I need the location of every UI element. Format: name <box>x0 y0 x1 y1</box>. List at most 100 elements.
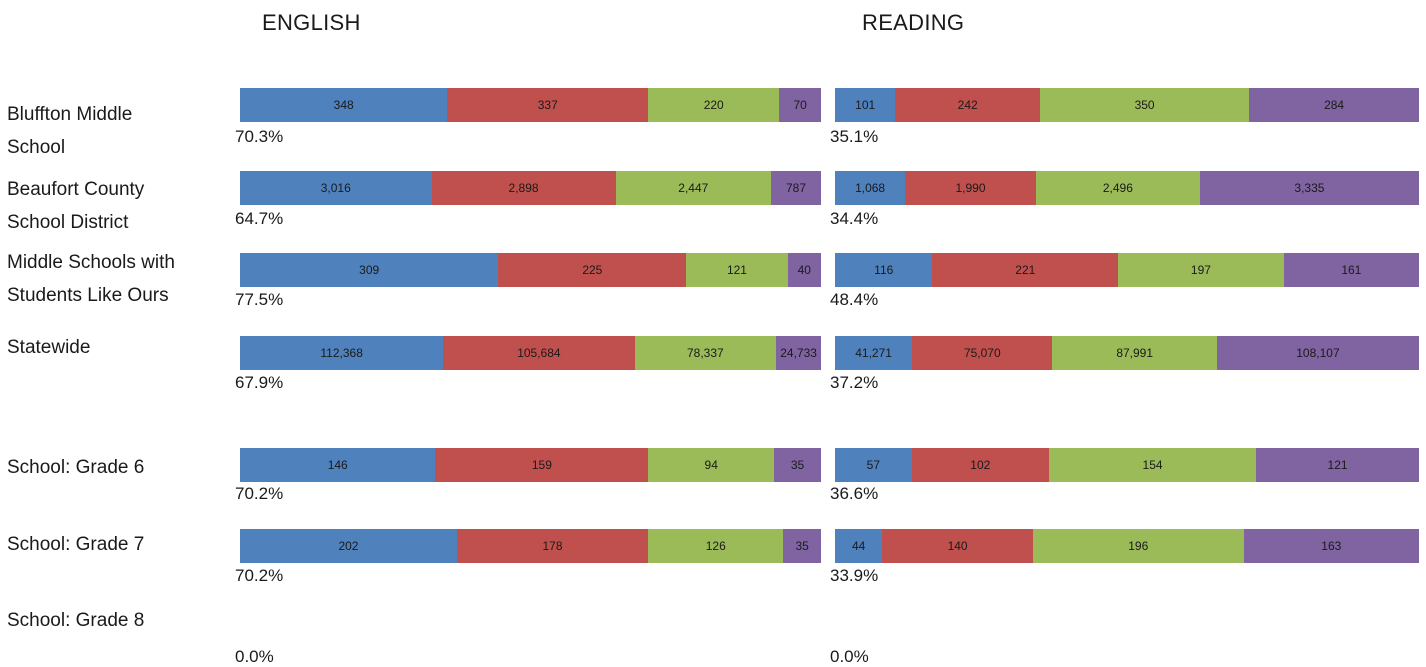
row-label-line: School: Grade 8 <box>7 610 145 631</box>
bar-segment-seg-a: 41,271 <box>835 336 913 370</box>
data-label: 24,733 <box>780 346 817 360</box>
row-label: Statewide <box>7 331 90 364</box>
row-label: School: Grade 7 <box>7 528 144 561</box>
bar-segment-seg-d: 40 <box>787 253 821 287</box>
percent-label: 70.3% <box>235 127 284 146</box>
stacked-bar: 112,368 105,684 78,337 24,733 <box>240 336 821 370</box>
data-label: 87,991 <box>1116 346 1154 360</box>
stacked-bar: 101 242 350 284 <box>835 88 1419 122</box>
reading-panel-title: READING <box>862 10 965 35</box>
bar-segment-seg-d: 35 <box>783 529 821 563</box>
bar-segment-seg-b: 225 <box>498 253 687 287</box>
bar-segment-seg-c: 121 <box>686 253 788 287</box>
bar-segment-seg-d: 3,335 <box>1199 171 1419 205</box>
row-label-line: School District <box>7 212 129 233</box>
stacked-bar: 3,016 2,898 2,447 787 <box>240 171 821 205</box>
data-label: 140 <box>947 539 968 553</box>
bar-segment-seg-a: 3,016 <box>240 171 432 205</box>
bar-segment-seg-c: 2,447 <box>615 171 771 205</box>
percent-label: 77.5% <box>235 290 284 309</box>
bar-segment-seg-c: 196 <box>1032 529 1244 563</box>
bar-segment-seg-d: 121 <box>1256 448 1419 482</box>
row-label-line: Students Like Ours <box>7 285 169 306</box>
stacked-bar: 146 159 94 35 <box>240 448 821 482</box>
percent-label: 64.7% <box>235 209 284 228</box>
percent-label: 37.2% <box>830 373 879 392</box>
data-label: 94 <box>704 458 718 472</box>
bar-segment-seg-b: 105,684 <box>443 336 635 370</box>
bar-segment-seg-a: 44 <box>835 529 883 563</box>
percent-label: 70.2% <box>235 484 284 503</box>
bar-segment-seg-a: 1,068 <box>835 171 906 205</box>
bar-segment-seg-a: 57 <box>835 448 912 482</box>
bar-segment-seg-b: 75,070 <box>912 336 1053 370</box>
data-label: 159 <box>531 458 552 472</box>
data-label: 787 <box>785 181 806 195</box>
bar-segment-seg-b: 1,990 <box>905 171 1036 205</box>
data-label: 1,068 <box>855 181 886 195</box>
data-label: 121 <box>1327 458 1348 472</box>
row-label-line: Beaufort County <box>7 179 145 200</box>
bar-segment-seg-c: 2,496 <box>1035 171 1200 205</box>
english-panel-title: ENGLISH <box>262 10 361 35</box>
data-label: 220 <box>703 98 724 112</box>
data-label: 126 <box>705 539 726 553</box>
bar-segment-seg-a: 116 <box>835 253 933 287</box>
data-label: 102 <box>970 458 991 472</box>
bar-segment-seg-a: 348 <box>240 88 448 122</box>
bar-segment-seg-b: 159 <box>435 448 649 482</box>
row-label: School: Grade 8 <box>7 604 144 637</box>
bar-segment-seg-d: 284 <box>1249 88 1419 122</box>
percent-label: 48.4% <box>830 290 879 309</box>
data-label: 350 <box>1134 98 1155 112</box>
data-label: 2,898 <box>508 181 539 195</box>
row-label-line: Bluffton Middle <box>7 104 133 125</box>
bar-segment-seg-d: 108,107 <box>1216 336 1419 370</box>
bar-segment-seg-d: 787 <box>771 171 821 205</box>
bar-segment-seg-b: 221 <box>932 253 1119 287</box>
data-label: 348 <box>333 98 354 112</box>
data-label: 197 <box>1190 263 1211 277</box>
stacked-bar: 1,068 1,990 2,496 3,335 <box>835 171 1419 205</box>
percent-label: 0.0% <box>830 647 869 666</box>
data-label: 108,107 <box>1296 346 1340 360</box>
bar-segment-seg-c: 350 <box>1040 88 1250 122</box>
row-label-line: School <box>7 137 66 158</box>
data-label: 242 <box>957 98 978 112</box>
bar-segment-seg-a: 309 <box>240 253 499 287</box>
data-label: 163 <box>1321 539 1342 553</box>
percent-label: 70.2% <box>235 566 284 585</box>
row-label: Middle Schools with Students Like Ours <box>7 246 175 312</box>
data-label: 178 <box>542 539 563 553</box>
stacked-bar: 57 102 154 121 <box>835 448 1419 482</box>
stacked-bar: 309 225 121 40 <box>240 253 821 287</box>
row-label-line: School: Grade 7 <box>7 534 145 555</box>
data-label: 101 <box>855 98 876 112</box>
percent-label: 67.9% <box>235 373 284 392</box>
percent-label: 34.4% <box>830 209 879 228</box>
bar-segment-seg-d: 35 <box>774 448 821 482</box>
data-label: 70 <box>793 98 807 112</box>
row-label: School: Grade 6 <box>7 451 144 484</box>
data-label: 2,496 <box>1102 181 1133 195</box>
data-label: 78,337 <box>687 346 724 360</box>
row-label-line: Middle Schools with <box>7 252 175 273</box>
bar-segment-seg-c: 126 <box>648 529 784 563</box>
data-label: 121 <box>726 263 747 277</box>
data-label: 154 <box>1142 458 1163 472</box>
bar-segment-seg-a: 101 <box>835 88 896 122</box>
bar-segment-seg-b: 2,898 <box>431 171 616 205</box>
bar-segment-seg-a: 112,368 <box>240 336 444 370</box>
data-label: 225 <box>582 263 603 277</box>
bar-segment-seg-b: 242 <box>895 88 1040 122</box>
data-label: 221 <box>1015 263 1036 277</box>
data-label: 202 <box>338 539 359 553</box>
data-label: 146 <box>327 458 348 472</box>
bar-segment-seg-c: 197 <box>1118 253 1284 287</box>
stacked-bar: 41,271 75,070 87,991 108,107 <box>835 336 1419 370</box>
data-label: 35 <box>790 458 805 472</box>
data-label: 75,070 <box>963 346 1001 360</box>
bar-segment-seg-b: 337 <box>447 88 649 122</box>
percent-label: 0.0% <box>235 647 274 666</box>
row-label-line: Statewide <box>7 337 91 358</box>
